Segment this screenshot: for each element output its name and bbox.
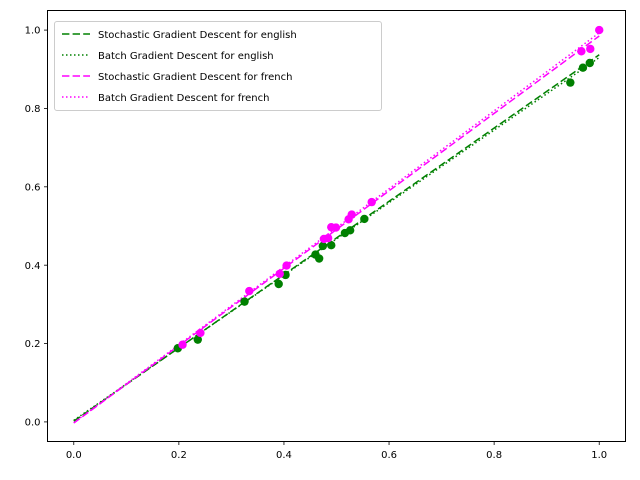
data-point-s1-4 xyxy=(274,279,283,289)
fit-line-1 xyxy=(73,54,600,422)
data-point-s1-8 xyxy=(318,241,328,251)
fit-line-2 xyxy=(73,56,600,421)
legend: Stochastic Gradient Descent for english B… xyxy=(54,21,382,111)
x-tick-label: 1.0 xyxy=(591,450,607,461)
plot-frame xyxy=(47,10,626,442)
y-tick-label: 1.0 xyxy=(25,26,41,37)
y-tick-label: 0.6 xyxy=(25,182,41,193)
y-tick-label: 0.8 xyxy=(25,104,41,115)
x-tick-label: 0.4 xyxy=(276,450,292,461)
legend-box xyxy=(54,21,382,111)
y-tick-label: 0.2 xyxy=(25,339,41,350)
data-point-s1-14 xyxy=(578,63,588,72)
data-point-s2-15 xyxy=(595,25,604,35)
data-point-s1-12 xyxy=(360,214,369,224)
legend-label-2: Batch Gradient Descent for english xyxy=(98,51,274,62)
data-point-s2-1 xyxy=(178,340,187,349)
data-point-s2-9 xyxy=(331,223,341,232)
scatter-points xyxy=(173,25,604,353)
x-tick-label: 0.8 xyxy=(486,450,502,461)
y-axis: 0.0 0.2 0.4 0.6 0.8 1.0 xyxy=(25,26,48,429)
data-point-s1-9 xyxy=(327,240,336,250)
y-tick-label: 0.4 xyxy=(25,261,41,272)
x-axis: 0.0 0.2 0.4 0.6 0.8 1.0 xyxy=(66,441,607,461)
data-point-s1-7 xyxy=(314,254,324,263)
x-tick-label: 0.0 xyxy=(66,450,82,461)
fit-lines xyxy=(73,32,600,424)
data-point-s2-4 xyxy=(275,269,284,279)
y-tick-label: 0.0 xyxy=(25,418,41,429)
fit-line-4 xyxy=(73,32,600,424)
data-point-s1-2 xyxy=(193,335,202,344)
legend-label-3: Stochastic Gradient Descent for french xyxy=(98,72,292,83)
data-point-s2-13 xyxy=(577,47,586,56)
data-point-s1-3 xyxy=(240,297,249,306)
x-tick-label: 0.6 xyxy=(381,450,397,461)
data-point-s1-11 xyxy=(345,226,355,235)
data-point-s2-11 xyxy=(347,210,356,219)
data-point-s1-15 xyxy=(585,58,594,68)
data-point-s2-12 xyxy=(367,197,376,207)
data-point-s2-3 xyxy=(245,286,254,296)
legend-label-4: Batch Gradient Descent for french xyxy=(98,93,269,104)
data-point-s2-7 xyxy=(323,233,333,243)
data-point-s2-5 xyxy=(282,261,291,270)
legend-label-1: Stochastic Gradient Descent for english xyxy=(98,30,297,41)
data-point-s1-13 xyxy=(566,78,575,87)
data-point-s2-2 xyxy=(196,328,205,338)
x-tick-label: 0.2 xyxy=(171,450,187,461)
data-point-s2-14 xyxy=(586,44,595,54)
